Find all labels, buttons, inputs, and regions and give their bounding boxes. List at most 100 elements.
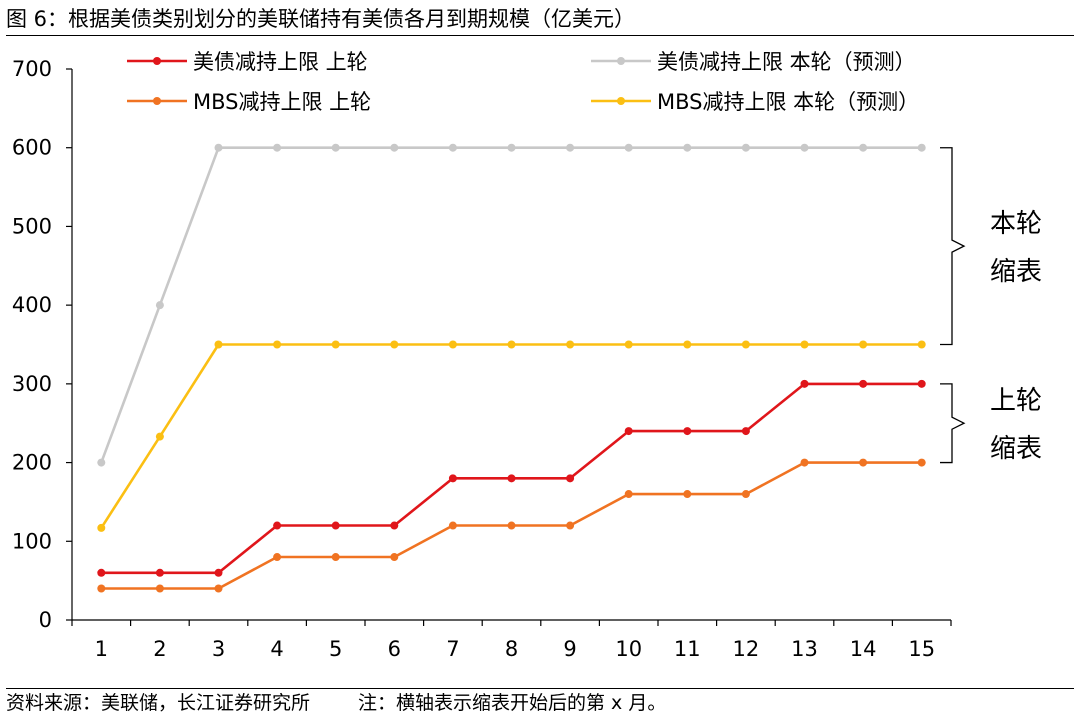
footer: 资料来源：美联储，长江证券研究所 注：横轴表示缩表开始后的第 x 月。 xyxy=(6,688,1074,716)
data-point xyxy=(566,340,575,349)
data-point xyxy=(741,427,750,436)
y-tick-label: 700 xyxy=(12,57,52,81)
data-point xyxy=(741,340,750,349)
source-text: 资料来源：美联储，长江证券研究所 xyxy=(6,692,311,714)
legend-swatch-marker xyxy=(617,97,625,105)
data-point xyxy=(741,490,750,499)
data-point xyxy=(917,340,926,349)
data-point xyxy=(97,568,106,577)
data-point xyxy=(859,458,868,467)
y-axis: 0 100 200 300 400 500 600 700 xyxy=(12,57,73,632)
data-point xyxy=(683,490,692,499)
bracket-label-line1: 上轮 xyxy=(990,386,1042,416)
data-point xyxy=(566,474,575,483)
data-point xyxy=(624,340,633,349)
data-point xyxy=(624,427,633,436)
legend-swatch-marker xyxy=(153,57,161,65)
data-point xyxy=(331,521,340,530)
x-axis: 1 2 3 4 5 6 7 8 9 10 11 12 13 14 15 xyxy=(71,619,952,661)
legend: 美债减持上限 上轮 美债减持上限 本轮（预测） MBS减持上限 上轮 MBS减持上限 … xyxy=(127,50,919,114)
data-point xyxy=(97,523,106,532)
legend-label: MBS减持上限 本轮（预测） xyxy=(657,90,919,114)
x-tick-label: 6 xyxy=(388,637,401,661)
series-2 xyxy=(97,458,926,593)
legend-label: 美债减持上限 上轮 xyxy=(193,50,368,74)
x-tick-label: 15 xyxy=(908,637,935,661)
x-tick-label: 1 xyxy=(95,637,108,661)
data-point xyxy=(800,379,809,388)
y-tick-label: 500 xyxy=(12,214,52,238)
data-point xyxy=(273,553,282,562)
data-point xyxy=(683,427,692,436)
data-point xyxy=(917,143,926,152)
x-tick-label: 9 xyxy=(563,637,576,661)
data-point xyxy=(155,432,164,441)
data-point xyxy=(390,553,399,562)
data-point xyxy=(507,340,516,349)
data-point xyxy=(859,340,868,349)
data-point xyxy=(273,521,282,530)
y-tick-label: 200 xyxy=(12,451,52,475)
data-point xyxy=(448,474,457,483)
series-1 xyxy=(97,143,926,467)
x-tick-label: 10 xyxy=(615,637,642,661)
data-point xyxy=(917,458,926,467)
y-tick-label: 600 xyxy=(12,136,52,160)
legend-swatch-marker xyxy=(617,57,625,65)
data-point xyxy=(97,584,106,593)
data-point xyxy=(683,143,692,152)
legend-item: MBS减持上限 上轮 xyxy=(127,90,371,114)
data-point xyxy=(214,568,223,577)
series-layer xyxy=(97,143,926,593)
data-point xyxy=(683,340,692,349)
legend-label: MBS减持上限 上轮 xyxy=(193,90,371,114)
bracket-label-line2: 缩表 xyxy=(990,257,1042,287)
legend-swatch-marker xyxy=(153,97,161,105)
data-point xyxy=(448,143,457,152)
data-point xyxy=(507,521,516,530)
y-tick-label: 100 xyxy=(12,529,52,553)
figure-title: 图 6：根据美债类别划分的美联储持有美债各月到期规模（亿美元） xyxy=(6,4,1074,36)
x-tick-label: 5 xyxy=(329,637,342,661)
note-text: 注：横轴表示缩表开始后的第 x 月。 xyxy=(358,692,667,714)
data-point xyxy=(331,340,340,349)
data-point xyxy=(566,521,575,530)
data-point xyxy=(155,301,164,310)
data-point xyxy=(331,553,340,562)
x-tick-label: 2 xyxy=(153,637,166,661)
legend-item: MBS减持上限 本轮（预测） xyxy=(591,90,919,114)
bracket-label-line1: 本轮 xyxy=(990,209,1042,239)
data-point xyxy=(800,143,809,152)
bracket-label-line2: 缩表 xyxy=(990,434,1042,464)
data-point xyxy=(859,143,868,152)
data-point xyxy=(566,143,575,152)
x-tick-label: 11 xyxy=(674,637,701,661)
x-tick-label: 14 xyxy=(850,637,877,661)
series-line xyxy=(100,146,922,464)
x-tick-label: 12 xyxy=(733,637,760,661)
series-0 xyxy=(97,379,926,577)
series-line xyxy=(100,343,922,529)
y-tick-label: 300 xyxy=(12,372,52,396)
data-point xyxy=(624,143,633,152)
series-3 xyxy=(97,340,926,532)
data-point xyxy=(273,340,282,349)
data-point xyxy=(390,143,399,152)
data-point xyxy=(214,584,223,593)
data-point xyxy=(507,143,516,152)
bracket-line xyxy=(940,383,966,464)
data-point xyxy=(448,340,457,349)
x-tick-label: 8 xyxy=(505,637,518,661)
legend-label: 美债减持上限 本轮（预测） xyxy=(657,50,916,74)
data-point xyxy=(390,521,399,530)
data-point xyxy=(331,143,340,152)
x-tick-label: 3 xyxy=(212,637,225,661)
data-point xyxy=(155,584,164,593)
legend-item: 美债减持上限 本轮（预测） xyxy=(591,50,916,74)
x-tick-label: 7 xyxy=(446,637,459,661)
data-point xyxy=(741,143,750,152)
data-point xyxy=(214,143,223,152)
